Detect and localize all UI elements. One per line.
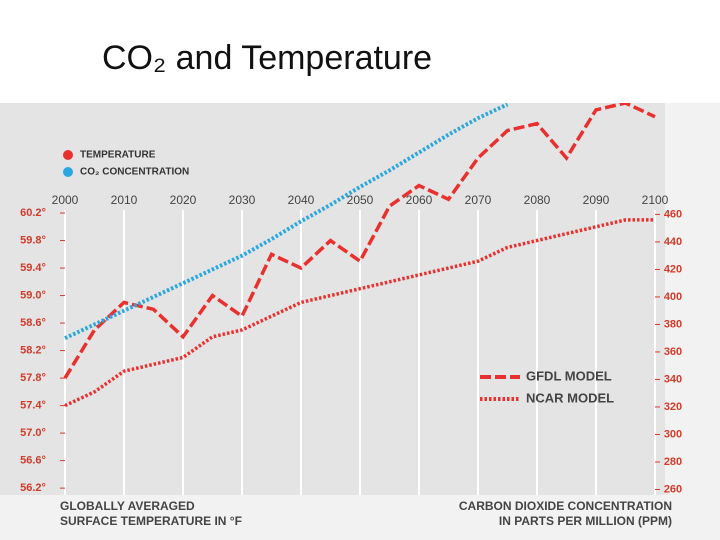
y-tick-label: 59.8° [20, 234, 46, 246]
x-tick-label: 2020 [170, 193, 197, 207]
x-tick-label: 2090 [583, 193, 610, 207]
x-tick-label: 2070 [465, 193, 492, 207]
y2-tick-label: 380 [664, 318, 682, 330]
y2-tick-label: 460 [664, 208, 682, 220]
y-tick-label: 58.6° [20, 317, 46, 329]
x-tick-label: 2050 [347, 193, 374, 207]
legend-dot [63, 167, 73, 177]
y-tick-label: 56.2° [20, 482, 46, 494]
y-tick-label: 58.2° [20, 344, 46, 356]
series-line [64, 103, 509, 341]
y2-tick-label: 320 [664, 401, 682, 413]
y2-axis-title: IN PARTS PER MILLION (PPM) [499, 514, 672, 528]
y2-axis-title: CARBON DIOXIDE CONCENTRATION [459, 499, 672, 513]
y2-tick-label: 300 [664, 428, 682, 440]
y-axis-title: SURFACE TEMPERATURE IN °F [60, 514, 242, 528]
series-line [63, 103, 656, 380]
y-tick-label: 57.4° [20, 400, 46, 412]
y-tick-label: 59.4° [20, 262, 46, 274]
legend-label: NCAR MODEL [526, 390, 614, 405]
y2-tick-label: 400 [664, 291, 682, 303]
y2-tick-label: 260 [664, 483, 682, 495]
y2-tick-label: 360 [664, 346, 682, 358]
x-tick-label: 2030 [229, 193, 256, 207]
legend-label: CO₂ CONCENTRATION [80, 167, 189, 178]
y-tick-label: 57.8° [20, 372, 46, 384]
y-tick-label: 56.6° [20, 455, 46, 467]
y2-tick-label: 340 [664, 373, 682, 385]
legend-label: TEMPERATURE [80, 150, 156, 161]
x-tick-label: 2040 [288, 193, 315, 207]
x-tick-label: 2100 [642, 193, 669, 207]
y-tick-label: 57.0° [20, 427, 46, 439]
plot-lines [63, 103, 656, 408]
legend-label: GFDL MODEL [526, 368, 612, 383]
legend-dot [63, 150, 73, 160]
x-tick-label: 2060 [406, 193, 433, 207]
y2-tick-label: 420 [664, 263, 682, 275]
slide-title: CO₂ and Temperature [102, 39, 432, 77]
y2-tick-label: 280 [664, 456, 682, 468]
x-tick-label: 2000 [52, 193, 79, 207]
y-tick-label: 59.0° [20, 289, 46, 301]
series-line [64, 218, 655, 408]
y-axis-title: GLOBALLY AVERAGED [60, 499, 195, 513]
x-tick-label: 2010 [111, 193, 138, 207]
y-tick-label: 60.2° [20, 207, 46, 219]
x-tick-label: 2080 [524, 193, 551, 207]
plot-background [0, 103, 665, 495]
y2-tick-label: 440 [664, 236, 682, 248]
